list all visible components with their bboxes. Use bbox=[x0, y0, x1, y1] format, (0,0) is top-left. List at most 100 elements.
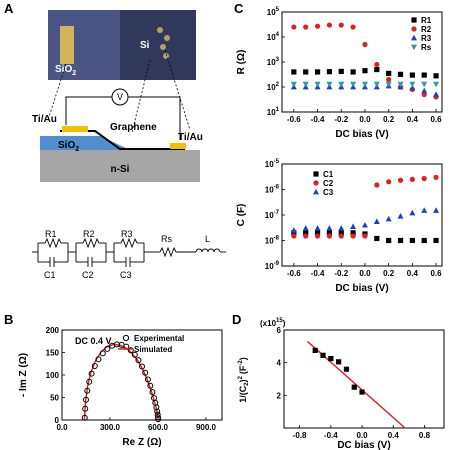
x-tick-label: 0.0 bbox=[359, 269, 371, 278]
y-tick-label: 103 bbox=[267, 57, 280, 67]
data-point-rs bbox=[350, 81, 357, 88]
device-photo: SiO2 Si bbox=[48, 10, 196, 80]
data-point bbox=[320, 352, 326, 358]
x-tick-label: -0.6 bbox=[287, 115, 301, 124]
layer-graphene: Graphene bbox=[110, 122, 157, 133]
data-point-c3 bbox=[302, 225, 309, 231]
data-point-r1 bbox=[303, 69, 309, 75]
experimental-point bbox=[95, 356, 102, 363]
experimental-point bbox=[84, 387, 91, 394]
data-point-c1 bbox=[409, 237, 415, 244]
experimental-point bbox=[88, 370, 95, 377]
y-tick-label: 10-5 bbox=[265, 159, 280, 169]
data-point-c2 bbox=[362, 233, 368, 239]
y-tick-label: 10-9 bbox=[265, 261, 280, 271]
data-point bbox=[312, 347, 318, 354]
x-tick-label: -0.6 bbox=[287, 269, 301, 278]
data-point-r1 bbox=[314, 69, 321, 75]
data-point-c3 bbox=[373, 218, 380, 225]
data-point-c2 bbox=[397, 177, 404, 183]
panel-label-b: B bbox=[4, 312, 14, 327]
data-point-rs bbox=[397, 81, 404, 88]
x-axis-label: DC bias (V) bbox=[335, 129, 388, 140]
experimental-point bbox=[147, 382, 154, 389]
x-tick-label: 0.4 bbox=[388, 431, 400, 440]
equivalent-circuit bbox=[32, 237, 226, 267]
data-point-rs bbox=[326, 81, 333, 88]
data-point-r1 bbox=[397, 71, 404, 77]
data-point-rs bbox=[409, 81, 416, 88]
legend-label-c1: C1 bbox=[323, 170, 334, 179]
y-axis-label: - Im Z (Ω) bbox=[18, 353, 29, 397]
data-point-c1 bbox=[374, 235, 380, 242]
data-point-r1 bbox=[386, 70, 392, 76]
experimental-point bbox=[135, 357, 142, 364]
layer-stack: Ti/Au Ti/Au Graphene SiO2 n-Si bbox=[32, 114, 203, 182]
legend-marker-rs bbox=[411, 44, 417, 51]
experimental-point bbox=[91, 363, 98, 369]
data-point-rs bbox=[361, 81, 368, 88]
data-point-c3 bbox=[409, 209, 416, 216]
circuit-c2: C2 bbox=[82, 270, 94, 280]
legend-label-r1: R1 bbox=[421, 16, 432, 25]
legend-label-c2: C2 bbox=[323, 179, 334, 188]
experimental-point bbox=[99, 350, 106, 357]
experimental-point bbox=[82, 405, 89, 412]
annotation: DC 0.4 V bbox=[75, 336, 112, 346]
x-tick-label: 0.6 bbox=[431, 269, 443, 278]
data-point-r1 bbox=[421, 72, 427, 78]
legend-label-experimental: Experimental bbox=[134, 334, 184, 343]
data-point-c3 bbox=[421, 207, 428, 213]
data-point-r1 bbox=[291, 69, 297, 75]
data-point-r2 bbox=[314, 23, 321, 29]
mott-schottky-chart: -0.8 -0.4 0.0 0.4 0.8 2 4 6 (x1015) DC bias (V)… bbox=[238, 318, 445, 450]
experimental-point bbox=[149, 389, 156, 396]
data-point bbox=[359, 389, 365, 395]
data-point-r2 bbox=[374, 61, 380, 68]
x-tick-label: 0.4 bbox=[407, 115, 419, 124]
experimental-point bbox=[131, 351, 138, 358]
data-point-rs bbox=[421, 81, 428, 88]
legend-label-simulated: Simulated bbox=[134, 345, 172, 354]
legend-marker-c1 bbox=[313, 171, 319, 177]
y-tick-label: 10-6 bbox=[265, 185, 280, 195]
data-point bbox=[351, 384, 357, 390]
voltmeter-label: V bbox=[117, 92, 123, 102]
y-tick-label: 100 bbox=[46, 371, 60, 380]
legend-marker-c3 bbox=[313, 188, 319, 195]
y-tick-label: 104 bbox=[267, 32, 280, 42]
experimental-point bbox=[127, 347, 134, 354]
experimental-point bbox=[81, 414, 88, 421]
circuit-labels: R1 R2 R3 C1 C2 C3 Rs L bbox=[44, 229, 210, 280]
y-tick-label: 10-7 bbox=[265, 210, 280, 220]
data-point-c2 bbox=[386, 179, 392, 185]
data-point-r3 bbox=[421, 87, 428, 94]
y-tick-label: 6 bbox=[277, 326, 282, 335]
data-point-c2 bbox=[291, 233, 297, 239]
circuit-l: L bbox=[205, 234, 210, 244]
legend-marker-r3 bbox=[411, 34, 417, 41]
voltmeter-circuit: V bbox=[65, 88, 181, 140]
data-point-r2 bbox=[350, 24, 356, 30]
data-point-r2 bbox=[303, 24, 309, 30]
x-tick-label: 0.8 bbox=[419, 431, 431, 440]
data-point-r3 bbox=[409, 84, 416, 91]
data-point-c1 bbox=[433, 237, 439, 244]
data-point-c3 bbox=[433, 207, 440, 213]
data-point-r2 bbox=[291, 24, 297, 30]
layer-tiau-right: Ti/Au bbox=[178, 132, 203, 143]
data-point-rs bbox=[373, 81, 380, 88]
x-tick-label: 300.0 bbox=[100, 423, 121, 432]
data-point-c2 bbox=[433, 174, 439, 180]
resistance-chart: -0.6 -0.4 -0.2 0.0 0.2 0.4 0.6101102103104105 … bbox=[236, 7, 443, 140]
x-tick-label: 0.4 bbox=[407, 269, 419, 278]
data-point-c2 bbox=[350, 233, 356, 239]
x-tick-label: 0.2 bbox=[383, 115, 395, 124]
experimental-point bbox=[83, 396, 89, 403]
circuit-rs: Rs bbox=[161, 234, 172, 244]
experimental-point bbox=[155, 416, 162, 423]
legend-label-r2: R2 bbox=[421, 25, 432, 34]
data-point-c1 bbox=[326, 230, 333, 236]
